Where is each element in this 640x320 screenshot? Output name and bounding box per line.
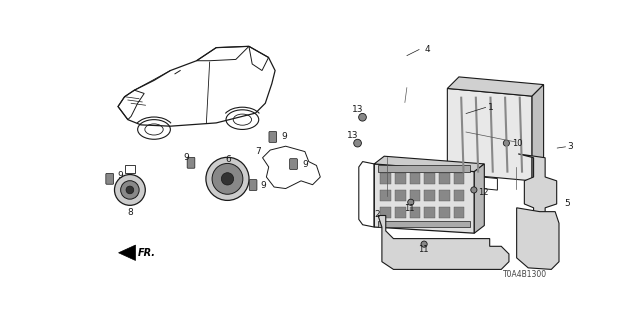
Text: 9: 9	[260, 180, 266, 189]
Text: 13: 13	[347, 131, 358, 140]
FancyBboxPatch shape	[269, 132, 276, 142]
Bar	[424, 190, 435, 201]
Polygon shape	[532, 84, 543, 181]
Text: 6: 6	[225, 155, 231, 164]
FancyBboxPatch shape	[290, 159, 298, 170]
Bar	[380, 173, 391, 184]
Bar	[378, 165, 470, 172]
Bar	[439, 207, 450, 218]
Text: 11: 11	[418, 245, 428, 254]
Circle shape	[206, 157, 249, 200]
Bar	[378, 221, 470, 227]
Circle shape	[358, 113, 366, 121]
Bar	[410, 173, 420, 184]
Text: 9: 9	[184, 153, 189, 163]
Bar	[395, 173, 406, 184]
Text: FR.: FR.	[138, 248, 156, 258]
Text: 9: 9	[282, 132, 287, 141]
Polygon shape	[516, 208, 559, 269]
Text: 9: 9	[302, 160, 308, 169]
Circle shape	[126, 186, 134, 194]
Polygon shape	[447, 77, 543, 96]
Circle shape	[503, 140, 509, 146]
Bar	[439, 173, 450, 184]
Bar	[454, 207, 464, 218]
Polygon shape	[518, 154, 557, 227]
Circle shape	[221, 173, 234, 185]
Bar	[424, 207, 435, 218]
Circle shape	[421, 241, 427, 247]
Bar	[454, 173, 464, 184]
Text: 1: 1	[488, 103, 494, 112]
Circle shape	[212, 164, 243, 194]
Polygon shape	[118, 245, 136, 260]
Bar	[439, 190, 450, 201]
FancyBboxPatch shape	[187, 157, 195, 168]
Polygon shape	[374, 156, 484, 172]
Text: 13: 13	[351, 105, 363, 114]
Bar	[424, 173, 435, 184]
Circle shape	[354, 139, 362, 147]
Text: 8: 8	[127, 208, 132, 217]
Bar	[454, 190, 464, 201]
Polygon shape	[474, 164, 484, 233]
Circle shape	[471, 187, 477, 193]
Polygon shape	[447, 88, 532, 181]
Text: 4: 4	[424, 45, 429, 54]
Bar	[395, 207, 406, 218]
Text: 9: 9	[117, 171, 123, 180]
Bar	[410, 190, 420, 201]
Text: T0A4B1300: T0A4B1300	[503, 270, 547, 279]
FancyBboxPatch shape	[106, 173, 113, 184]
Circle shape	[408, 199, 414, 205]
Bar	[410, 207, 420, 218]
Bar	[380, 190, 391, 201]
Text: 7: 7	[255, 147, 261, 156]
Bar	[395, 190, 406, 201]
Polygon shape	[374, 164, 474, 233]
Text: 10: 10	[512, 139, 522, 148]
Bar	[380, 207, 391, 218]
Text: 3: 3	[567, 142, 573, 151]
Text: 11: 11	[404, 204, 415, 213]
FancyBboxPatch shape	[249, 180, 257, 190]
Text: 5: 5	[564, 199, 570, 208]
Text: 2: 2	[374, 210, 380, 219]
Polygon shape	[378, 215, 509, 269]
Circle shape	[115, 174, 145, 205]
Circle shape	[121, 181, 139, 199]
Text: 12: 12	[478, 188, 489, 197]
